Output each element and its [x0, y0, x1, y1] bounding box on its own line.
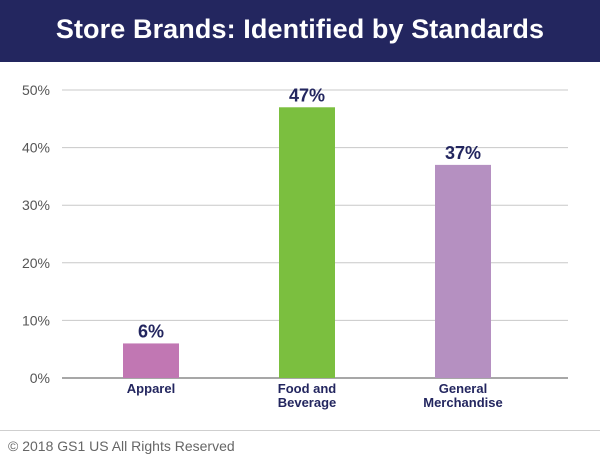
footer-divider	[0, 430, 600, 431]
bar-chart: 0% 10% 20% 30% 40% 50% 6% Apparel 47% Food andBev…	[22, 82, 568, 410]
x-category-label: Food and	[278, 381, 337, 396]
chart-title: Store Brands: Identified by Standards	[55, 14, 545, 44]
y-tick-label: 30%	[22, 197, 50, 213]
chart-area: 0% 10% 20% 30% 40% 50% 6% Apparel 47% Food and Bev…	[0, 62, 600, 430]
x-category-label: Merchandise	[423, 395, 502, 410]
bar	[435, 164, 491, 378]
y-tick-label: 50%	[22, 82, 50, 98]
y-tick-label: 20%	[22, 255, 50, 271]
y-tick-label: 10%	[22, 312, 50, 328]
copyright-text: © 2018 GS1 US All Rights Reserved	[8, 438, 235, 454]
bar-value-label: 6%	[138, 321, 164, 341]
bar	[279, 107, 335, 378]
bar	[123, 343, 179, 378]
x-category-label: Beverage	[278, 395, 337, 410]
bar-value-label: 47%	[289, 85, 325, 105]
bar-value-label: 37%	[445, 143, 481, 163]
x-category-label: General	[439, 381, 487, 396]
x-category-label: Apparel	[127, 381, 175, 396]
y-tick-label: 40%	[22, 140, 50, 156]
header-banner: Store Brands: Identified by Standards	[0, 0, 600, 62]
y-tick-label: 0%	[30, 370, 50, 386]
